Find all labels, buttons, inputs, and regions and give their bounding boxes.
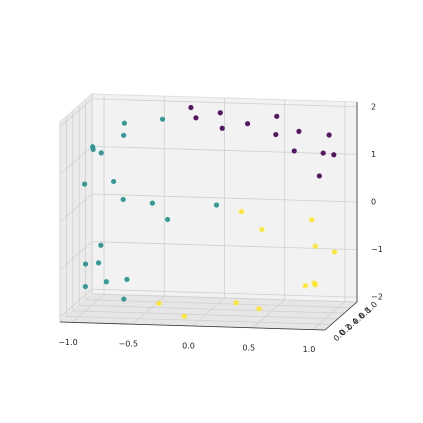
grid-line [79, 304, 345, 314]
point [90, 146, 96, 153]
point [98, 242, 104, 248]
point [124, 276, 130, 283]
z-tick-label: 1 [371, 150, 376, 159]
point [213, 202, 220, 208]
point [121, 120, 127, 126]
point [159, 116, 166, 122]
point [121, 296, 127, 302]
point [95, 260, 102, 266]
axis-line [324, 301, 358, 331]
x-tick-label: −0.5 [119, 340, 138, 349]
point [244, 121, 251, 127]
point [219, 125, 225, 131]
point [302, 283, 308, 289]
grid-line [59, 146, 93, 175]
point [82, 261, 89, 267]
point [82, 283, 88, 290]
grid-line [91, 98, 358, 108]
point [291, 148, 297, 154]
point [181, 313, 187, 319]
point [193, 115, 199, 121]
grid-line [59, 193, 93, 223]
grid-line [91, 241, 358, 251]
point [312, 243, 318, 249]
point [309, 217, 315, 223]
point [103, 279, 109, 285]
axis-line [59, 321, 326, 331]
point [98, 150, 104, 156]
point [217, 110, 223, 116]
point [120, 196, 126, 203]
grid-line [85, 299, 351, 308]
z-tick-label: −2 [371, 293, 383, 302]
x-tick-label: 0.0 [182, 342, 195, 351]
x-tick-label: 1.0 [303, 345, 316, 354]
grid-line [91, 145, 358, 155]
grid-line [252, 299, 285, 329]
point [296, 128, 302, 134]
point [188, 104, 194, 111]
z-tick-label: −1 [371, 245, 383, 254]
z-tick-label: 2 [371, 102, 376, 111]
point [156, 300, 162, 306]
point [259, 226, 265, 233]
point [274, 113, 280, 119]
grid-line [71, 294, 105, 323]
grid-line [91, 288, 358, 298]
point [256, 306, 262, 312]
x-tick-label: 0.5 [242, 343, 255, 352]
point [149, 200, 156, 206]
point [238, 208, 245, 215]
point [121, 132, 127, 138]
grid-line [91, 193, 358, 203]
x-tick-label: −1.0 [58, 338, 77, 347]
grid-line [72, 310, 338, 320]
grid-line [192, 297, 225, 327]
grid-line [66, 316, 332, 325]
point [331, 249, 338, 255]
point [320, 150, 326, 156]
point [164, 216, 171, 223]
point [326, 132, 332, 138]
point [110, 178, 117, 185]
grid-line [59, 241, 93, 270]
grid-line [312, 301, 346, 330]
grid-line [91, 293, 358, 303]
point [312, 282, 318, 288]
point [273, 131, 279, 138]
point [233, 300, 239, 306]
grid-line [59, 98, 93, 128]
point [81, 181, 88, 187]
z-tick-label: 0 [371, 198, 376, 207]
grid-line [59, 288, 93, 318]
point [331, 152, 337, 158]
point [316, 173, 322, 179]
